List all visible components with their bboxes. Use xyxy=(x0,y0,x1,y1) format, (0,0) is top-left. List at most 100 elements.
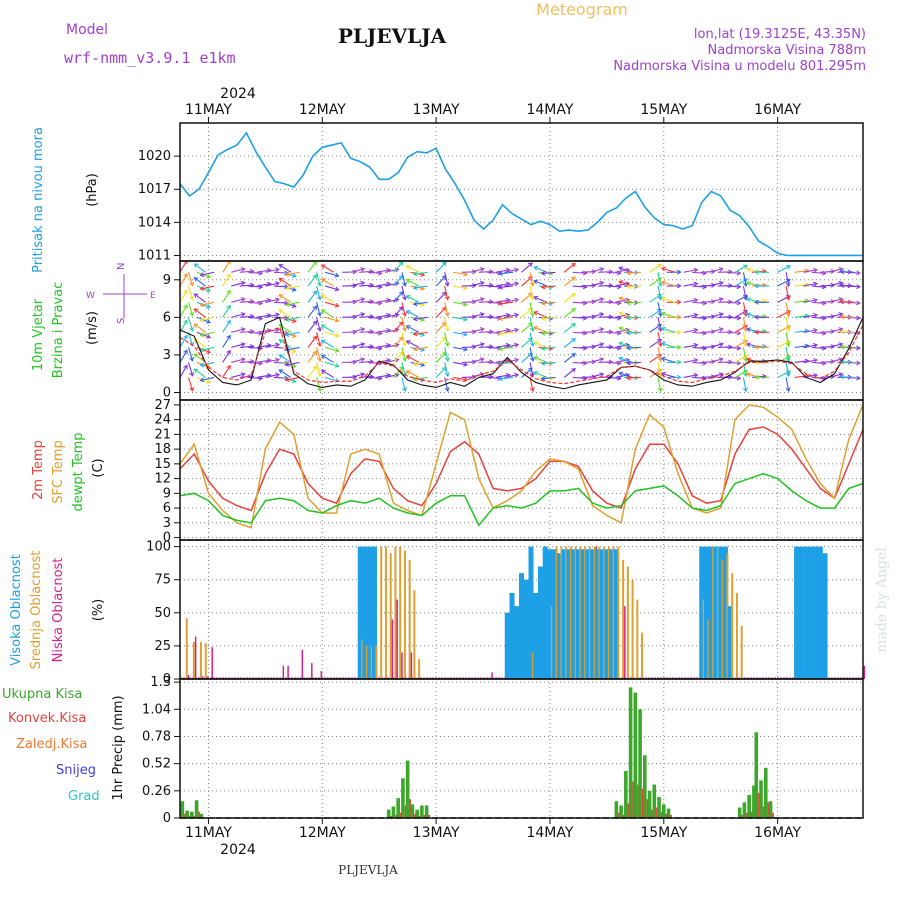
precip-conv-bar xyxy=(750,811,753,818)
wind-arrow xyxy=(256,283,271,287)
wind-arrow-head xyxy=(284,301,290,307)
wind-arrow xyxy=(811,361,826,365)
wind-arrow xyxy=(222,365,231,378)
wind-arrow xyxy=(470,298,484,303)
top-day-label: 16MAY xyxy=(754,102,801,118)
cloud-mid-bar xyxy=(555,546,558,679)
wind-arrow xyxy=(529,377,534,392)
wind-arrow xyxy=(413,361,428,365)
wind-arrow xyxy=(794,269,809,273)
temp-dewpt-line xyxy=(179,472,864,527)
wind-arrow-head xyxy=(872,296,876,300)
wind-arrow-head xyxy=(856,330,861,336)
wind-arrow-head xyxy=(728,314,733,320)
cloud-mid-bar xyxy=(721,559,724,679)
wind-arrow xyxy=(606,301,621,304)
wind-label-2: Brzina i Pravac xyxy=(51,282,66,379)
wind-arrow-head xyxy=(199,317,205,323)
wind-arrow-head xyxy=(676,314,682,320)
wind-arrow xyxy=(828,313,843,318)
temp-tick-label: 27 xyxy=(154,398,171,413)
wind-arrow-head xyxy=(785,387,791,393)
wind-arrow-head xyxy=(728,299,733,305)
cloud-low-bar xyxy=(401,652,403,679)
wind-arrow-head xyxy=(736,330,742,336)
wind-arrow xyxy=(794,283,809,287)
wind-arrow-head xyxy=(813,312,818,318)
wind-arrow-head xyxy=(660,266,666,272)
wind-arrow xyxy=(521,337,533,348)
wind-arrow xyxy=(504,314,519,318)
cloud-mid-bar xyxy=(403,550,406,679)
wind-arrow-head xyxy=(626,375,631,381)
wind-arrow xyxy=(742,285,747,300)
wind-arrow xyxy=(828,373,843,378)
wind-panel: 0 3 6 9 xyxy=(163,260,876,401)
wind-arrow xyxy=(598,346,613,348)
wind-arrow-head xyxy=(394,312,400,318)
wind-arrow xyxy=(709,281,723,287)
wind-arrow-head xyxy=(856,360,861,366)
wind-arrow-head xyxy=(441,261,447,267)
precip-total-bar xyxy=(763,767,768,818)
wind-arrow-head xyxy=(360,372,366,378)
wind-arrow-head xyxy=(838,312,844,317)
wind-arrow xyxy=(376,329,391,333)
wind-arrow-head xyxy=(693,267,699,273)
wind-arrow-head xyxy=(608,269,614,275)
wind-arrow xyxy=(231,328,245,333)
wind-arrow xyxy=(541,361,556,365)
wind-arrow xyxy=(504,374,519,378)
wind-arrow xyxy=(541,316,556,320)
wind-arrow xyxy=(742,332,747,347)
wind-arrow xyxy=(307,350,317,363)
wind-arrow-head xyxy=(599,280,605,286)
wind-arrow-head xyxy=(199,272,205,278)
top-day-label: 14MAY xyxy=(526,102,573,118)
cloud-low-bar xyxy=(201,676,204,679)
wind-arrow-head xyxy=(533,295,539,301)
wind-arrow xyxy=(811,331,826,335)
wind-arrow xyxy=(359,300,374,303)
wind-arrow-head xyxy=(498,346,503,352)
wind-arrow-head xyxy=(360,312,366,317)
wind-arrow xyxy=(256,299,271,303)
wind-arrow xyxy=(487,316,502,319)
wind-arrow-head xyxy=(571,292,576,298)
precip-conv-bar xyxy=(637,784,639,818)
wind-arrow xyxy=(324,316,339,322)
wind-arrow-head xyxy=(275,372,280,378)
wind-arrow-head xyxy=(608,283,614,289)
wind-arrow-head xyxy=(471,359,477,365)
wind-arrow-head xyxy=(412,346,418,352)
wind-speed-line xyxy=(179,316,864,390)
wind-arrow xyxy=(478,270,493,273)
wind-arrow xyxy=(709,328,723,333)
precip-total-bar xyxy=(614,801,619,818)
wind-arrow xyxy=(657,347,662,362)
precip-conv-bar xyxy=(651,809,653,818)
wind-arrow-head xyxy=(529,357,535,363)
wind-arrow xyxy=(435,367,447,378)
wind-arrow-head xyxy=(394,342,400,348)
wind-arrow xyxy=(840,346,855,348)
wind-arrow-head xyxy=(872,266,876,270)
wind-arrow-head xyxy=(618,280,624,285)
wind-arrow xyxy=(321,369,334,378)
wind-arrow xyxy=(627,316,642,319)
cloud-low-bar xyxy=(624,606,626,679)
wind-arrow-head xyxy=(533,279,539,285)
wind-arrow xyxy=(239,270,254,273)
wind-arrow xyxy=(572,316,587,319)
wind-arrow xyxy=(470,343,484,348)
temp-tick-label: 24 xyxy=(154,413,171,428)
wind-arrow xyxy=(840,284,855,287)
wind-arrow xyxy=(598,301,613,303)
wind-arrow-head xyxy=(444,357,450,362)
cloud-high-bar xyxy=(575,549,581,679)
wind-arrow-head xyxy=(813,267,818,273)
cloud-mid-bar xyxy=(603,546,606,679)
wind-arrow-head xyxy=(785,327,791,333)
compass-e: E xyxy=(150,291,156,301)
wind-arrow-head xyxy=(599,312,605,317)
